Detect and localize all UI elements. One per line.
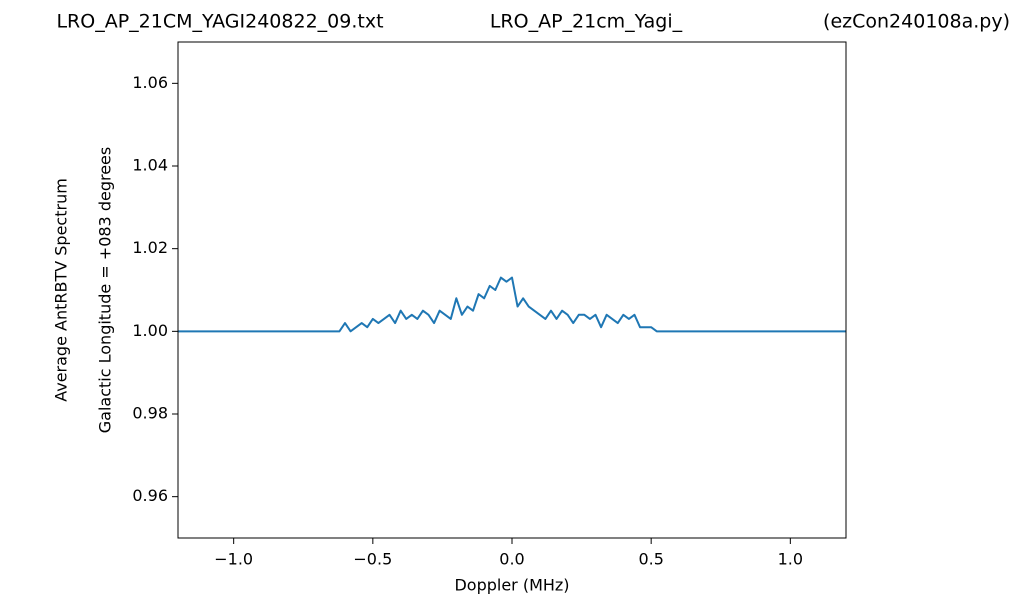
x-axis-label: Doppler (MHz): [454, 576, 569, 595]
y-tick-label: 1.02: [132, 238, 168, 257]
y-tick-label: 1.04: [132, 156, 168, 175]
title-program: (ezCon240108a.py): [823, 11, 1010, 33]
y-tick-label: 0.96: [132, 486, 168, 505]
plot-frame: [177, 41, 847, 539]
x-tick-label: −0.5: [353, 550, 392, 569]
y-tick-label: 1.06: [132, 73, 168, 92]
x-tick-label: −1.0: [214, 550, 253, 569]
title-file: LRO_AP_21CM_YAGI240822_09.txt: [56, 11, 383, 33]
x-tick-label: 0.0: [499, 550, 524, 569]
y-axis-label: Average AntRBTV Spectrum: [52, 178, 71, 402]
y-tick-label: 0.98: [132, 404, 168, 423]
x-tick-label: 0.5: [638, 550, 663, 569]
y-tick-label: 1.00: [132, 321, 168, 340]
title-station: LRO_AP_21cm_Yagi_: [490, 11, 683, 33]
data-line: [178, 276, 846, 333]
x-tick-label: 1.0: [778, 550, 803, 569]
y-axis-label: Galactic Longitude = +083 degrees: [96, 147, 115, 433]
